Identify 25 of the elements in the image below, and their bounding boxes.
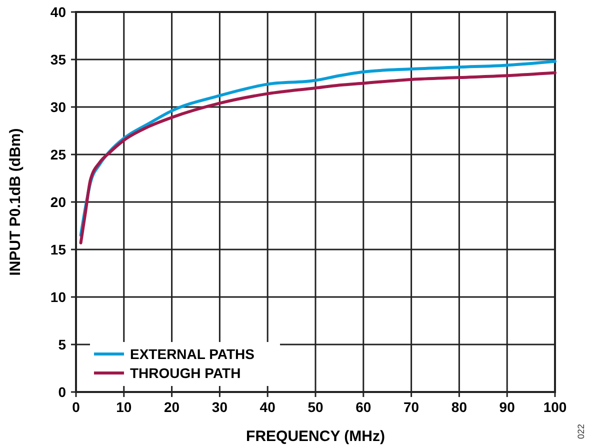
x-tick-label: 70 [404,399,420,415]
x-tick-label: 40 [260,399,276,415]
y-tick-label: 40 [50,4,66,20]
x-tick-label: 50 [308,399,324,415]
legend-label: EXTERNAL PATHS [130,346,254,362]
text: 022 [576,424,586,439]
x-tick-label: 60 [356,399,372,415]
x-tick-label: 0 [72,399,80,415]
x-tick-label: 90 [499,399,516,415]
y-axis-title: INPUT P0.1dB (dBm) [7,128,24,276]
x-tick-label: 20 [164,399,180,415]
y-tick-label: 10 [50,289,66,305]
y-tick-label: 30 [50,99,66,115]
x-axis-title: FREQUENCY (MHz) [246,428,385,445]
y-tick-label: 5 [58,336,66,352]
legend-label: THROUGH PATH [130,365,241,381]
y-tick-label: 0 [58,384,66,400]
x-tick-label: 30 [212,399,228,415]
y-tick-label: 20 [50,194,66,210]
y-tick-label: 35 [50,52,66,68]
x-tick-label: 10 [116,399,132,415]
x-tick-label: 80 [451,399,468,415]
x-tick-label: 100 [543,399,567,415]
y-tick-label: 15 [50,242,66,258]
y-tick-label: 25 [50,146,66,162]
